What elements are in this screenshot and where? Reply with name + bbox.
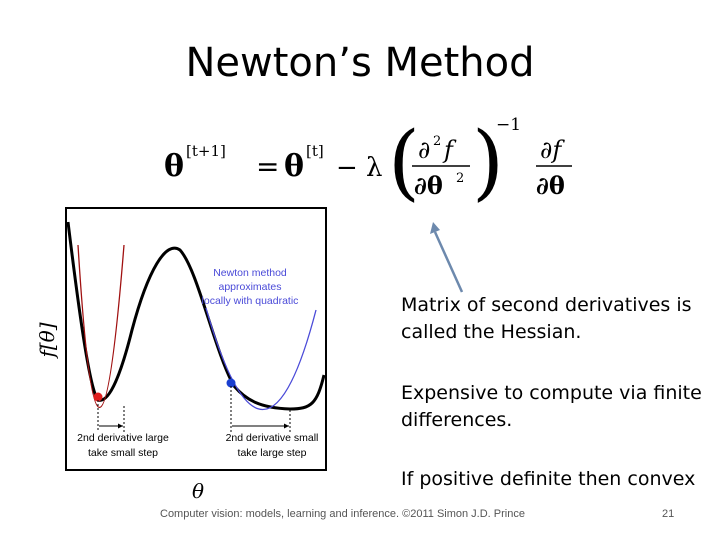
callout-line-3: locally with quadratic: [202, 295, 299, 307]
y-axis-label: f[θ]: [35, 322, 59, 359]
left-step-arrowhead: [118, 423, 123, 429]
hessian-den: ∂θ: [414, 171, 443, 200]
eq-rhs-theta: θ: [284, 149, 304, 184]
newton-method-figure: f[θ] Newton method approximates locally …: [35, 207, 327, 503]
hessian-num-sup: 2: [433, 134, 441, 149]
right-caption-line-1: 2nd derivative small: [226, 432, 319, 444]
function-curve: [66, 221, 326, 411]
eq-equals: =: [256, 150, 279, 183]
x-axis-label: θ: [192, 479, 204, 503]
left-caption-line-2: take small step: [88, 447, 158, 459]
arrow-line: [433, 231, 464, 293]
note-expensive: Expensive to compute via finite differen…: [401, 382, 702, 431]
red-current-point: [93, 392, 103, 402]
note-convex: If positive definite then convex: [401, 468, 696, 490]
right-step-arrowhead: [284, 423, 289, 429]
plot-frame: [65, 207, 327, 471]
arrow-head: [430, 222, 440, 234]
red-quadratic-approx: [77, 244, 125, 409]
blue-current-point: [226, 378, 236, 388]
eq-lhs-theta: θ: [164, 149, 184, 184]
eq-inverse: −1: [496, 115, 521, 135]
eq-rhs-sup: [t]: [306, 142, 324, 160]
gradient-den: ∂θ: [536, 171, 565, 200]
hessian-num-d: ∂: [418, 136, 430, 164]
eq-right-paren: ): [472, 115, 504, 208]
right-caption-line-2: take large step: [238, 447, 307, 459]
slide-title: Newton’s Method: [185, 40, 535, 86]
footer-citation: Computer vision: models, learning and in…: [160, 508, 525, 520]
callout-line-1: Newton method: [213, 267, 287, 279]
newton-update-equation: θ [t+1] = θ [t] − λ ( ∂ 2 f ∂θ 2 ) −1 ∂f…: [164, 115, 572, 208]
callout-line-2: approximates: [218, 281, 281, 293]
page-number: 21: [662, 508, 675, 520]
gradient-num: ∂f: [540, 136, 565, 164]
blue-quadratic-approx: [205, 307, 317, 411]
left-caption-line-1: 2nd derivative large: [77, 432, 169, 444]
eq-minus-lambda: − λ: [336, 153, 383, 183]
eq-lhs-sup: [t+1]: [186, 142, 226, 160]
hessian-den-sup: 2: [456, 171, 464, 186]
note-hessian: Matrix of second derivatives is called t…: [401, 294, 692, 343]
eq-left-paren: (: [388, 115, 420, 208]
